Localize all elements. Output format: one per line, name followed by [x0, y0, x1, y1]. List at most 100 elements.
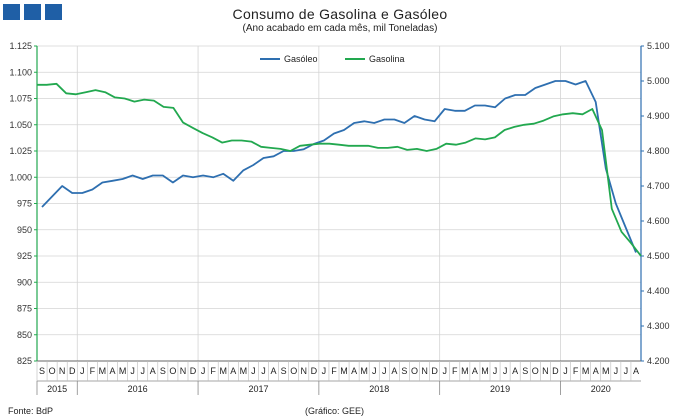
left-tick-label: 875	[17, 304, 32, 314]
logo-block-2	[24, 4, 41, 20]
month-label: F	[210, 366, 216, 376]
left-tick-label: 850	[17, 330, 32, 340]
month-label: O	[411, 366, 418, 376]
month-label: F	[331, 366, 337, 376]
month-label: J	[624, 366, 629, 376]
month-label: A	[472, 366, 478, 376]
month-label: F	[90, 366, 96, 376]
left-tick-label: 1.125	[9, 41, 32, 51]
right-tick-label: 4.600	[647, 216, 670, 226]
left-tick-label: 1.000	[9, 172, 32, 182]
chart-title: Consumo de Gasolina e Gasóleo	[232, 6, 448, 22]
series-line-gasolina	[37, 82, 642, 257]
month-label: O	[169, 366, 176, 376]
month-label: M	[340, 366, 348, 376]
month-label: A	[633, 366, 639, 376]
month-label: S	[160, 366, 166, 376]
month-label: S	[281, 366, 287, 376]
left-tick-label: 975	[17, 199, 32, 209]
month-label: A	[351, 366, 357, 376]
left-tick-label: 1.025	[9, 146, 32, 156]
month-label: J	[322, 366, 327, 376]
month-label: S	[401, 366, 407, 376]
month-label: J	[442, 366, 447, 376]
month-label: F	[573, 366, 579, 376]
month-label: A	[109, 366, 115, 376]
right-tick-label: 4.800	[647, 146, 670, 156]
left-tick-label: 825	[17, 356, 32, 366]
month-label: A	[593, 366, 599, 376]
month-label: N	[421, 366, 428, 376]
month-label: J	[614, 366, 619, 376]
left-tick-label: 1.050	[9, 120, 32, 130]
year-label: 2019	[490, 384, 510, 394]
left-tick-label: 925	[17, 251, 32, 261]
month-label: J	[130, 366, 135, 376]
month-label: M	[119, 366, 127, 376]
source-note: Fonte: BdP	[8, 406, 54, 416]
month-label: J	[503, 366, 508, 376]
month-label: A	[150, 366, 156, 376]
month-label: J	[493, 366, 498, 376]
month-label: M	[481, 366, 489, 376]
month-label: J	[261, 366, 266, 376]
chart-credit: (Gráfico: GEE)	[305, 406, 365, 416]
chart-subtitle: (Ano acabado em cada mês, mil Toneladas)	[242, 23, 438, 34]
month-label: F	[452, 366, 458, 376]
month-label: N	[542, 366, 549, 376]
month-label: M	[602, 366, 610, 376]
month-label: S	[522, 366, 528, 376]
month-label: J	[80, 366, 85, 376]
right-tick-label: 4.300	[647, 321, 670, 331]
month-label: N	[180, 366, 187, 376]
month-label: M	[461, 366, 469, 376]
month-label: M	[360, 366, 368, 376]
month-label: M	[99, 366, 107, 376]
legend: Gasóleo Gasolina	[260, 54, 405, 64]
month-label: O	[290, 366, 297, 376]
month-label: M	[240, 366, 248, 376]
month-label: D	[311, 366, 318, 376]
month-label: D	[552, 366, 559, 376]
left-tick-label: 1.100	[9, 67, 32, 77]
month-label: J	[251, 366, 256, 376]
legend-label-gasoleo: Gasóleo	[284, 54, 318, 64]
month-label: N	[301, 366, 308, 376]
logo-block-1	[3, 4, 20, 20]
month-label: J	[140, 366, 145, 376]
month-label: A	[230, 366, 236, 376]
year-label: 2017	[248, 384, 268, 394]
month-label: A	[271, 366, 277, 376]
right-tick-label: 4.700	[647, 181, 670, 191]
month-label: D	[69, 366, 76, 376]
series-line-gasoleo	[41, 80, 637, 253]
month-label: M	[582, 366, 590, 376]
year-label: 2018	[369, 384, 389, 394]
right-tick-label: 4.400	[647, 286, 670, 296]
year-label: 2020	[591, 384, 611, 394]
month-label: A	[512, 366, 518, 376]
month-label: J	[372, 366, 377, 376]
legend-label-gasolina: Gasolina	[369, 54, 405, 64]
month-label: M	[219, 366, 227, 376]
left-tick-label: 950	[17, 225, 32, 235]
month-label: N	[59, 366, 66, 376]
month-label: D	[431, 366, 438, 376]
left-tick-label: 1.075	[9, 94, 32, 104]
right-tick-label: 4.500	[647, 251, 670, 261]
month-label: J	[201, 366, 206, 376]
month-label: J	[382, 366, 387, 376]
year-label: 2016	[128, 384, 148, 394]
month-label: O	[49, 366, 56, 376]
right-tick-label: 5.000	[647, 76, 670, 86]
right-tick-label: 5.100	[647, 41, 670, 51]
month-label: D	[190, 366, 197, 376]
right-tick-label: 4.200	[647, 356, 670, 366]
month-label: O	[532, 366, 539, 376]
year-label: 2015	[47, 384, 67, 394]
month-label: J	[563, 366, 568, 376]
month-label: A	[391, 366, 397, 376]
right-tick-label: 4.900	[647, 111, 670, 121]
logo-block-3	[45, 4, 62, 20]
